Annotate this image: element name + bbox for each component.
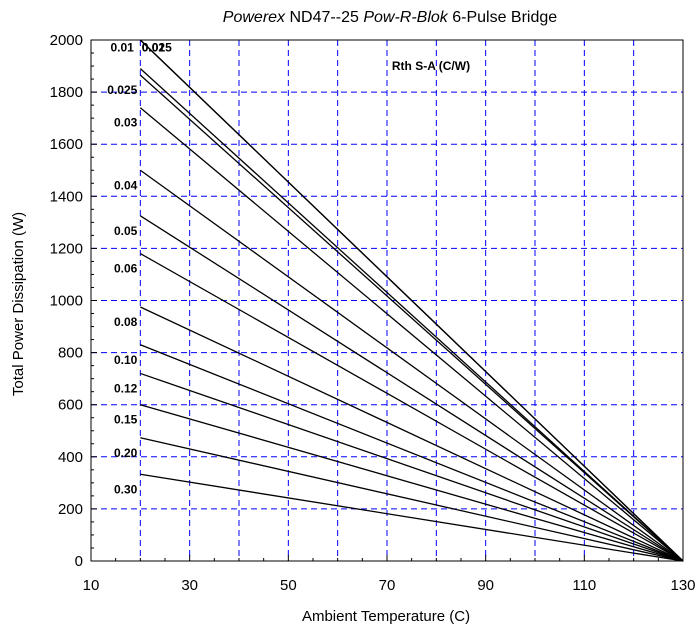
curve-label-0.01: 0.01 xyxy=(110,41,134,55)
x-tick-label: 110 xyxy=(572,577,596,594)
curve-label-0.30: 0.30 xyxy=(114,482,138,496)
curve-label-0.04: 0.04 xyxy=(114,178,138,192)
curve-0.12 xyxy=(140,372,684,562)
legend-title: Rth S-A (C/W) xyxy=(392,59,470,73)
y-tick-label: 400 xyxy=(58,449,83,466)
y-tick-label: 200 xyxy=(58,501,83,518)
y-tick-label: 1400 xyxy=(50,188,83,205)
tick-marks xyxy=(90,39,684,562)
curve-0.05 xyxy=(139,215,684,562)
curve-0.01 xyxy=(139,68,684,562)
curve-0.30 xyxy=(140,473,684,562)
curve-label-0.15: 0.15 xyxy=(114,413,138,427)
curve-label-0.05: 0.05 xyxy=(114,224,138,238)
x-tick-label: 10 xyxy=(83,577,100,594)
y-tick-label: 600 xyxy=(58,397,83,414)
grid-lines xyxy=(91,40,683,561)
y-tick-label: 1000 xyxy=(50,293,83,310)
curve-label-0.03: 0.03 xyxy=(114,116,138,130)
y-tick-label: 1600 xyxy=(50,136,83,153)
curve-0.20 xyxy=(140,437,684,562)
curve-0.06 xyxy=(140,253,684,562)
x-tick-label: 90 xyxy=(477,577,494,594)
x-tick-label: 70 xyxy=(379,577,396,594)
curve-0.04 xyxy=(139,169,684,562)
curve-0.08 xyxy=(140,306,684,562)
curves xyxy=(139,39,684,562)
y-tick-label: 1800 xyxy=(50,84,83,101)
curve-label-0.08: 0.08 xyxy=(114,315,138,329)
curve-0.015 xyxy=(139,39,684,562)
y-axis-label: Total Power Dissipation (W) xyxy=(10,212,27,396)
curve-0.03 xyxy=(139,107,684,562)
x-tick-label: 130 xyxy=(670,577,695,594)
curve-0.15 xyxy=(140,404,684,562)
curve-label-0.12: 0.12 xyxy=(114,381,138,395)
x-axis-label: Ambient Temperature (C) xyxy=(302,608,470,625)
tick-labels: 0 200 400 600 800 1000 1200 1400 1600 1800 2000 10 3… xyxy=(50,32,696,594)
x-tick-label: 30 xyxy=(181,577,198,594)
y-tick-label: 2000 xyxy=(50,32,83,49)
curve-label-0.10: 0.10 xyxy=(114,353,138,367)
curve-label-0.06: 0.06 xyxy=(114,262,138,276)
curve-label-0.02: 0.02 xyxy=(142,41,166,55)
curve-label-0.015: 0.015 xyxy=(142,41,172,55)
curve-0.10 xyxy=(140,344,684,562)
curve-label-0.20: 0.20 xyxy=(114,446,138,460)
curve-0.025 xyxy=(139,74,684,562)
y-tick-label: 0 xyxy=(75,553,83,570)
chart-title: Powerex ND47--25 Pow-R-Blok 6-Pulse Brid… xyxy=(223,9,557,26)
x-tick-label: 50 xyxy=(280,577,297,594)
y-tick-label: 800 xyxy=(58,345,83,362)
y-tick-label: 1200 xyxy=(50,240,83,257)
curve-label-0.025: 0.025 xyxy=(107,83,137,97)
curve-labels: 0.30 0.20 0.15 0.12 0.10 0.08 0.06 0.05 0.04 0.03… xyxy=(107,41,172,497)
